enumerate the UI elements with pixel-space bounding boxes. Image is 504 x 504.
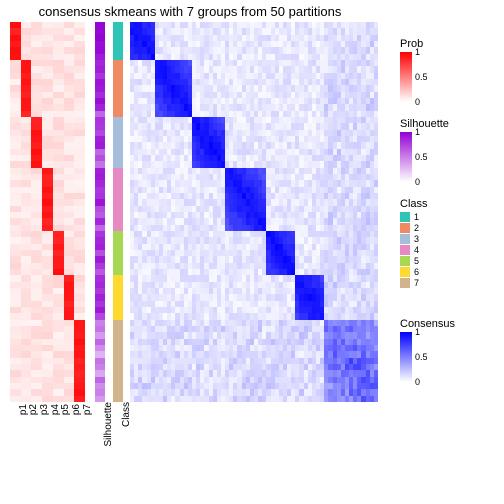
x-label-p3: p3 <box>39 404 50 444</box>
legend-class: Class1234567 <box>400 198 428 289</box>
probability-heatmap <box>10 22 85 402</box>
legend-prob: Prob10.50 <box>400 38 435 102</box>
silhouette-column <box>95 22 105 402</box>
chart-title: consensus skmeans with 7 groups from 50 … <box>0 4 380 19</box>
x-label-Class: Class <box>121 402 132 462</box>
class-column <box>113 22 123 402</box>
legend-consensus: Consensus10.50 <box>400 318 455 382</box>
x-label-p7: p7 <box>82 404 93 444</box>
x-label-p6: p6 <box>71 404 82 444</box>
x-label-p2: p2 <box>28 404 39 444</box>
x-label-Silhouette: Silhouette <box>103 402 114 462</box>
x-label-p1: p1 <box>18 404 29 444</box>
x-label-p5: p5 <box>60 404 71 444</box>
legend-silhouette: Silhouette10.50 <box>400 118 449 182</box>
consensus-matrix <box>130 22 378 402</box>
x-label-p4: p4 <box>50 404 61 444</box>
